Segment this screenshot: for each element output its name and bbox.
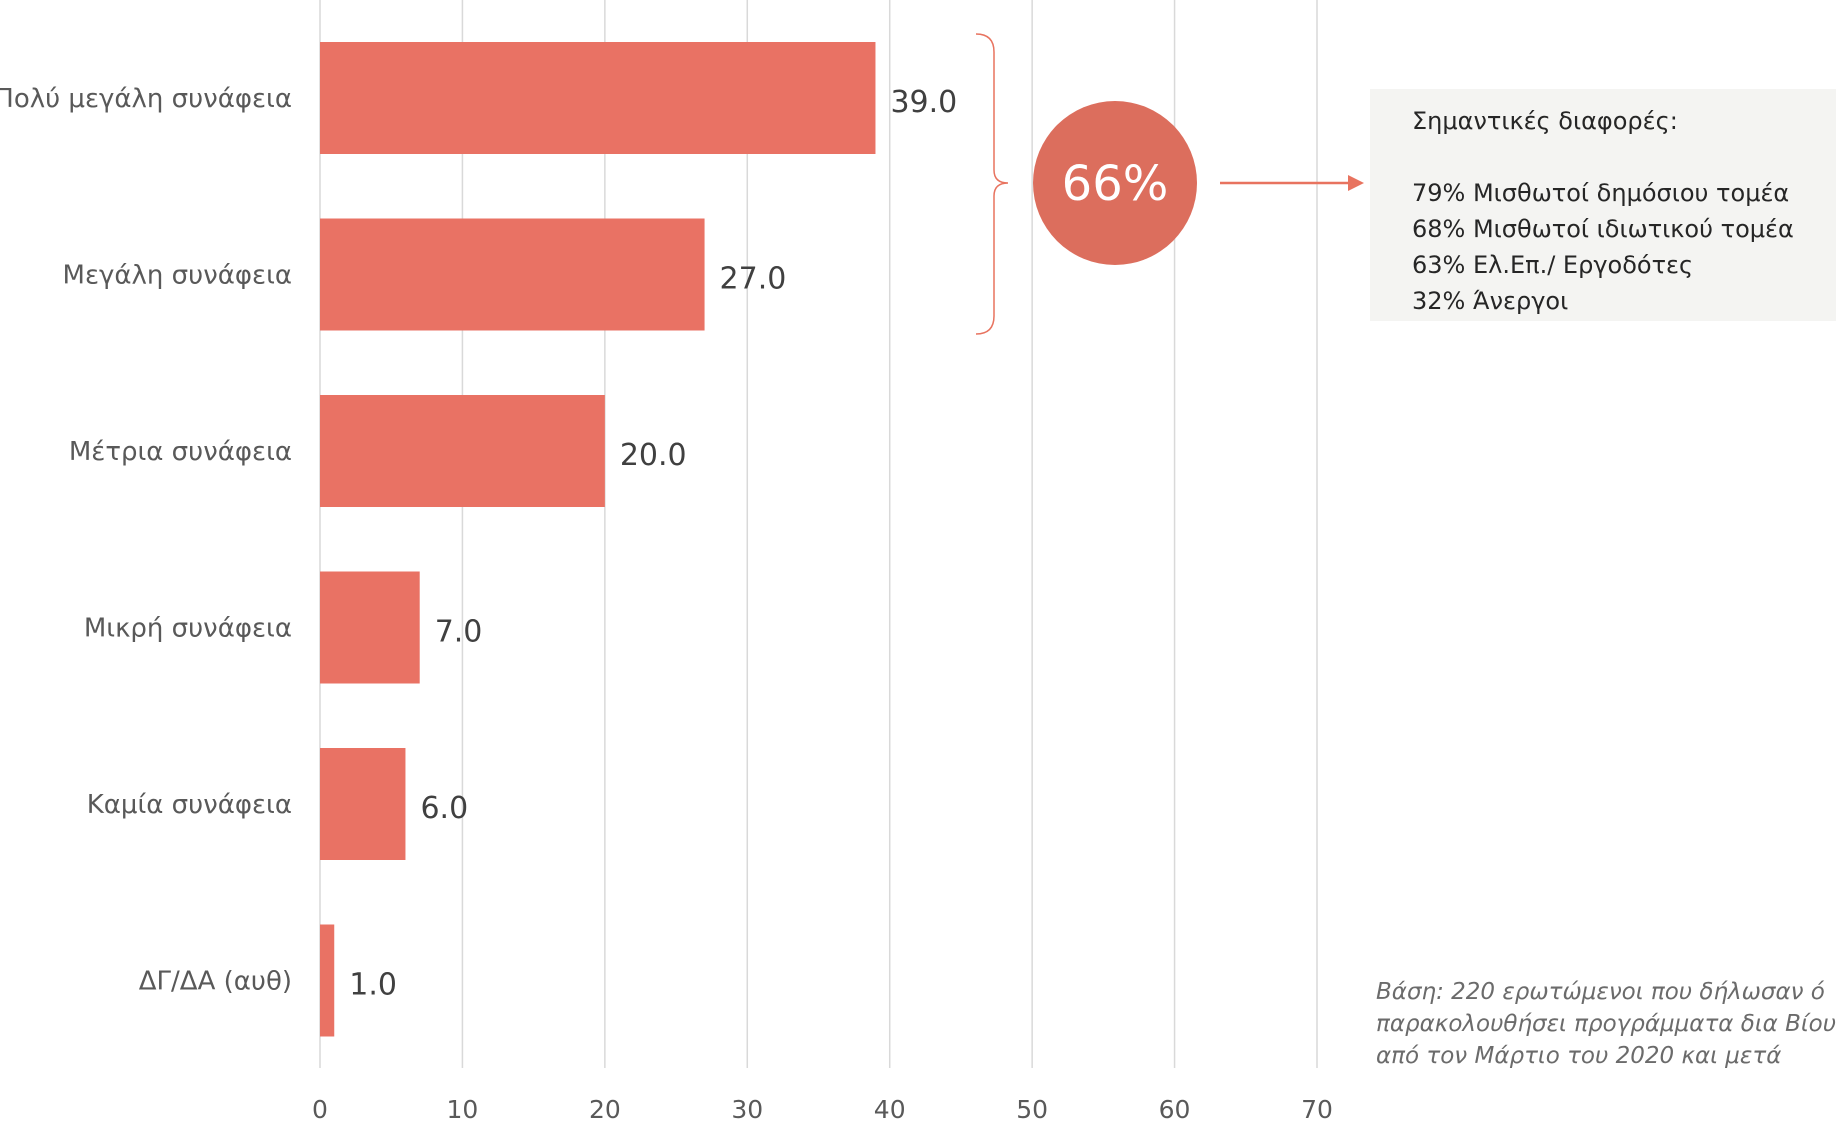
data-label: 1.0 (349, 968, 397, 1003)
base-note: Βάση: 220 ερωτώμενοι που δήλωσαν ό παρακ… (1376, 976, 1836, 1072)
base-note-line: παρακολουθήσει προγράμματα δια Βίου (1376, 1011, 1836, 1037)
x-axis-tick-labels: 0 10 20 30 40 50 60 70 (312, 1095, 1333, 1123)
difference-item: 68% Μισθωτοί ιδιωτικού τομέα (1412, 215, 1794, 243)
x-tick-label: 50 (1016, 1095, 1048, 1123)
data-label: 39.0 (890, 85, 957, 120)
bar (320, 218, 705, 331)
base-note-line: από τον Μάρτιο του 2020 και μετά (1376, 1043, 1782, 1069)
category-labels: Πολύ μεγάλη συνάφεια Μεγάλη συνάφεια Μέτρι… (0, 84, 292, 997)
x-tick-label: 40 (874, 1095, 906, 1123)
data-label: 20.0 (620, 438, 687, 473)
category-label: Μικρή συνάφεια (84, 614, 292, 644)
bar (320, 571, 420, 684)
data-label: 6.0 (420, 791, 468, 826)
category-label: Μεγάλη συνάφεια (63, 261, 292, 291)
bar (320, 924, 335, 1037)
summary-percentage-label: 66% (1062, 156, 1169, 212)
difference-item: 32% Άνεργοι (1412, 287, 1569, 315)
x-tick-label: 30 (731, 1095, 763, 1123)
bars (320, 42, 876, 1037)
difference-item: 63% Ελ.Επ./ Εργοδότες (1412, 251, 1694, 279)
x-tick-label: 60 (1159, 1095, 1191, 1123)
x-tick-label: 20 (589, 1095, 621, 1123)
data-label: 7.0 (435, 615, 483, 650)
significant-differences-title: Σημαντικές διαφορές: (1412, 107, 1678, 135)
x-tick-label: 70 (1301, 1095, 1333, 1123)
category-label: Μέτρια συνάφεια (69, 437, 292, 467)
arrow-head-icon (1348, 175, 1364, 191)
bar (320, 42, 876, 154)
summary-percentage-bubble (1033, 101, 1197, 265)
x-tick-label: 10 (447, 1095, 479, 1123)
category-label: ΔΓ/ΔΑ (αυθ) (139, 967, 292, 997)
x-tick-label: 0 (312, 1095, 328, 1123)
summary-bracket (975, 33, 1009, 335)
data-label: 27.0 (720, 262, 787, 297)
difference-item: 79% Μισθωτοί δημόσιου τομέα (1412, 179, 1790, 207)
bar (320, 748, 406, 860)
category-label: Καμία συνάφεια (87, 790, 292, 820)
value-labels: 39.0 27.0 20.0 7.0 6.0 1.0 (349, 85, 957, 1003)
category-label: Πολύ μεγάλη συνάφεια (0, 84, 292, 114)
base-note-line: Βάση: 220 ερωτώμενοι που δήλωσαν ό (1376, 979, 1825, 1005)
bar (320, 395, 605, 507)
significant-differences-box: Σημαντικές διαφορές: 79% Μισθωτοί δημόσι… (1370, 89, 1836, 321)
